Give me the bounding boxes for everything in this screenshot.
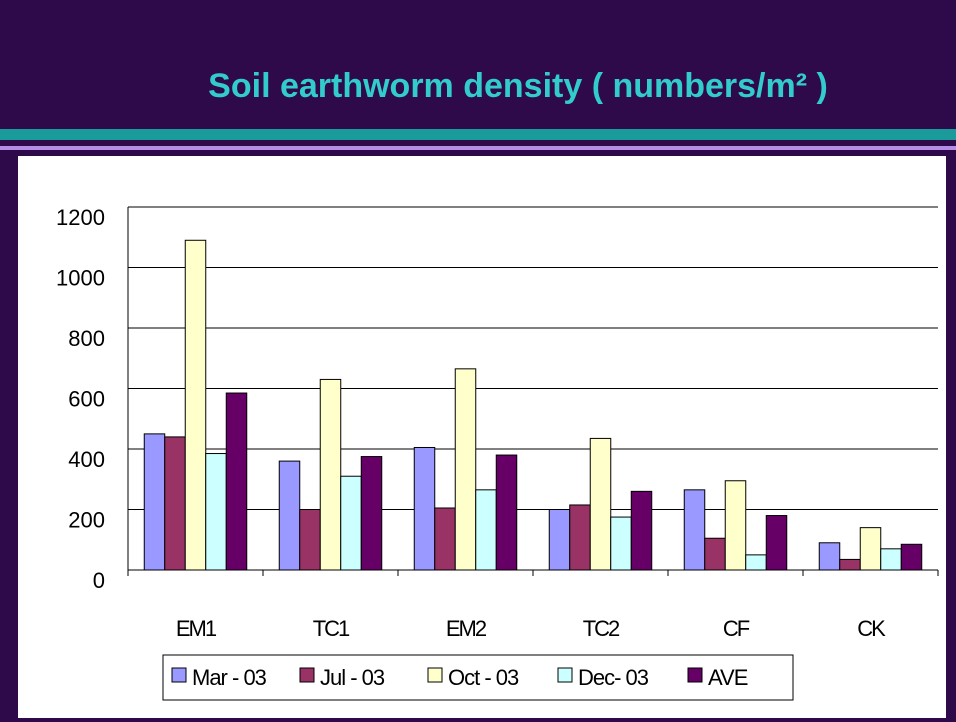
bar bbox=[880, 548, 902, 571]
bar bbox=[900, 543, 923, 571]
bar bbox=[205, 453, 227, 571]
chart-title: Soil earthworm density ( numbers/m² ) bbox=[208, 67, 828, 105]
x-tick-label: CF bbox=[723, 616, 750, 641]
legend-swatch bbox=[557, 667, 573, 683]
bar bbox=[569, 504, 591, 571]
legend-label: Dec- 03 bbox=[578, 665, 649, 690]
x-tick-label: EM2 bbox=[446, 616, 487, 641]
x-tick-label: EM1 bbox=[176, 616, 217, 641]
legend-swatch bbox=[427, 667, 443, 683]
legend-label: AVE bbox=[708, 665, 748, 690]
bar bbox=[589, 437, 612, 571]
bar bbox=[475, 489, 497, 571]
bar bbox=[143, 433, 166, 571]
bar bbox=[434, 507, 456, 571]
bar bbox=[340, 475, 362, 571]
y-tick-label: 800 bbox=[68, 326, 105, 351]
bar bbox=[839, 558, 861, 571]
bar bbox=[724, 480, 747, 571]
y-tick-label: 600 bbox=[68, 386, 105, 411]
bar bbox=[704, 537, 726, 571]
y-tick-label: 200 bbox=[68, 507, 105, 532]
y-tick-label: 0 bbox=[93, 568, 105, 593]
bar bbox=[184, 239, 207, 571]
x-tick-label: CK bbox=[857, 616, 886, 641]
legend-label: Oct - 03 bbox=[448, 665, 519, 690]
bar bbox=[299, 509, 321, 571]
legend-label: Mar - 03 bbox=[192, 665, 267, 690]
bar bbox=[164, 436, 186, 571]
title-band bbox=[0, 129, 956, 140]
bar bbox=[360, 456, 383, 571]
bar bbox=[225, 392, 248, 571]
bar bbox=[818, 542, 841, 571]
legend-swatch bbox=[299, 667, 315, 683]
bar bbox=[765, 515, 788, 571]
bar bbox=[610, 516, 632, 571]
bar bbox=[859, 527, 882, 571]
bar bbox=[454, 368, 477, 571]
bar bbox=[683, 489, 706, 571]
bar bbox=[745, 554, 767, 571]
title-rule bbox=[0, 146, 956, 150]
bar bbox=[413, 446, 436, 571]
x-tick-label: TC1 bbox=[313, 616, 350, 641]
y-tick-label: 400 bbox=[68, 447, 105, 472]
bar bbox=[278, 460, 301, 571]
y-tick-label: 1200 bbox=[56, 205, 105, 230]
bar bbox=[495, 454, 518, 571]
legend-swatch bbox=[171, 667, 187, 683]
legend-label: Jul - 03 bbox=[320, 665, 385, 690]
bar bbox=[548, 509, 571, 571]
bar bbox=[319, 378, 342, 571]
legend-swatch bbox=[687, 667, 703, 683]
bar bbox=[630, 490, 653, 571]
x-tick-label: TC2 bbox=[583, 616, 620, 641]
y-tick-label: 1000 bbox=[56, 265, 105, 290]
